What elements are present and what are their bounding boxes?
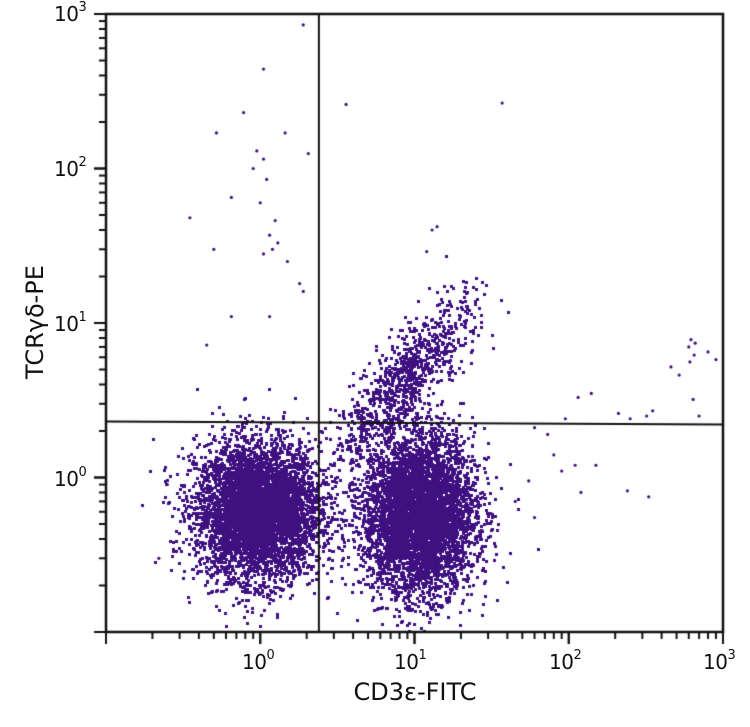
- x-tick-100: 102: [549, 648, 582, 674]
- x-axis-title: CD3ε-FITC: [353, 678, 477, 706]
- y-axis-title: TCRγδ-PE: [21, 265, 49, 379]
- y-tick-1000: 103: [54, 0, 87, 26]
- x-tick-1000: 103: [703, 648, 736, 674]
- x-tick-1: 100: [242, 648, 275, 674]
- y-tick-100: 102: [54, 155, 87, 181]
- y-tick-10: 101: [54, 310, 87, 336]
- y-tick-1: 100: [54, 465, 87, 491]
- x-tick-10: 101: [394, 648, 427, 674]
